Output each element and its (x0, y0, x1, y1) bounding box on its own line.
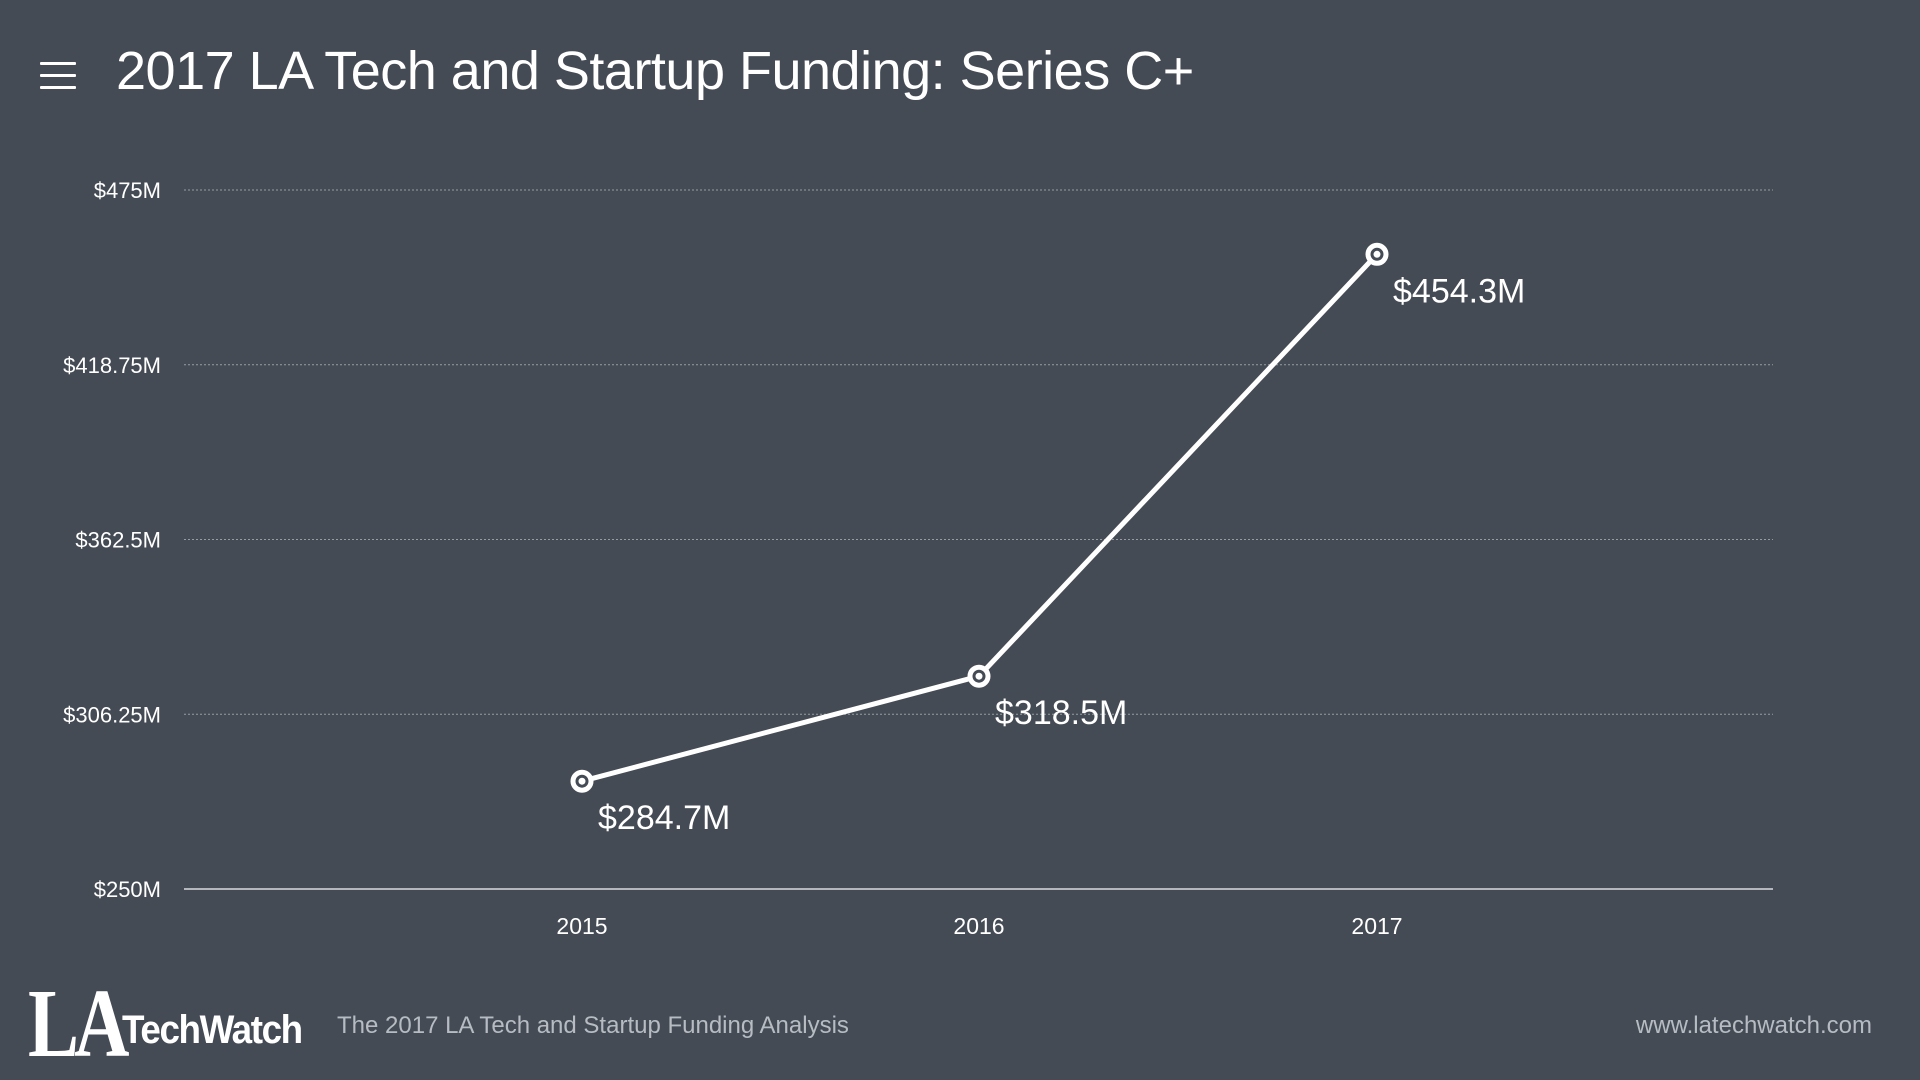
y-tick-label: $475M (94, 178, 161, 203)
header: 2017 LA Tech and Startup Funding: Series… (0, 0, 1920, 150)
footer: LA TechWatch The 2017 LA Tech and Startu… (0, 970, 1920, 1080)
footer-caption: The 2017 LA Tech and Startup Funding Ana… (337, 1012, 849, 1039)
data-point-center (975, 672, 983, 680)
data-point-center (1373, 250, 1381, 258)
data-label: $284.7M (598, 799, 730, 837)
hamburger-menu-icon[interactable] (40, 58, 76, 92)
y-tick-label: $418.75M (63, 353, 161, 378)
data-label: $318.5M (995, 694, 1127, 732)
page-title: 2017 LA Tech and Startup Funding: Series… (116, 41, 1194, 101)
line-chart: $250M $306.25M $362.5M $418.75M $475M 2015 201… (63, 178, 1773, 939)
x-tick-label: 2016 (953, 913, 1004, 939)
la-techwatch-logo[interactable]: LA TechWatch (28, 974, 318, 1074)
data-label: $454.3M (1393, 272, 1525, 310)
menu-bar-middle (40, 74, 76, 77)
x-tick-label: 2017 (1351, 913, 1402, 939)
x-tick-label: 2015 (556, 913, 607, 939)
y-tick-label: $250M (94, 877, 161, 902)
logo-la-text: LA (28, 970, 130, 1078)
data-point-center (578, 777, 586, 785)
series-line (579, 251, 1380, 784)
footer-url-link[interactable]: www.latechwatch.com (1635, 1012, 1872, 1039)
menu-bar-top (40, 62, 76, 65)
y-tick-label: $362.5M (75, 528, 161, 553)
logo-techwatch-text: TechWatch (122, 1008, 303, 1052)
menu-bar-bottom (40, 86, 76, 89)
y-tick-label: $306.25M (63, 702, 161, 727)
